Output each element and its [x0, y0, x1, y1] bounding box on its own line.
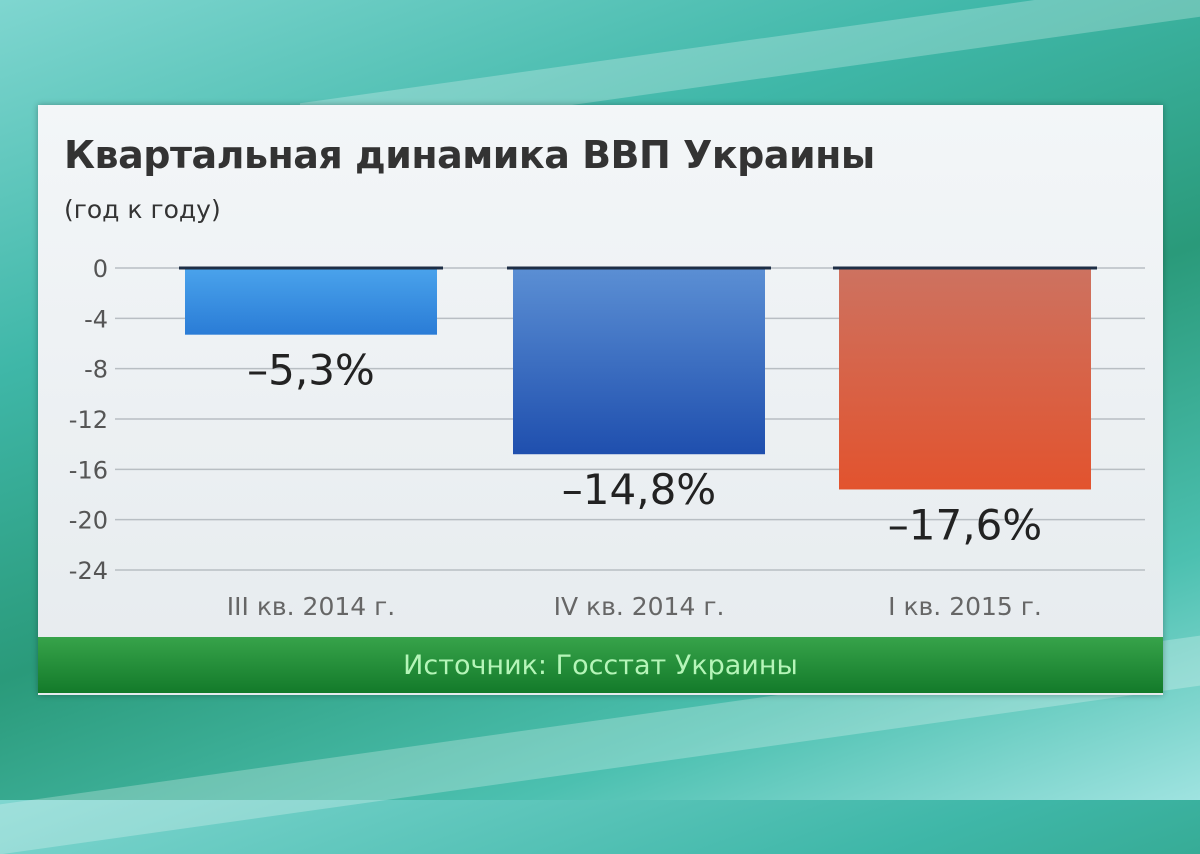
source-footer: Источник: Госстат Украины [38, 637, 1163, 693]
x-tick-label: III кв. 2014 г. [227, 592, 395, 621]
chart-title: Квартальная динамика ВВП Украины [64, 133, 875, 177]
y-tick-label: -20 [69, 507, 108, 535]
bar [839, 268, 1091, 490]
bar [513, 268, 765, 455]
y-tick-label: -16 [69, 456, 108, 484]
bar [185, 268, 437, 335]
bar-chart: 0 -4 -8 -12 -16 -20 -24 –5,3% III кв. 2014 г. –14… [69, 255, 1145, 621]
y-tick-label: -4 [84, 305, 108, 333]
y-tick-label: 0 [93, 255, 108, 283]
x-tick-label: I кв. 2015 г. [888, 592, 1042, 621]
data-label: –17,6% [888, 500, 1042, 549]
y-tick-label: -12 [69, 406, 108, 434]
y-tick-label: -24 [69, 557, 108, 585]
data-label: –14,8% [562, 465, 716, 514]
data-label: –5,3% [247, 346, 375, 395]
chart-subtitle: (год к году) [64, 195, 221, 224]
x-tick-label: IV кв. 2014 г. [554, 592, 725, 621]
y-tick-label: -8 [84, 356, 108, 384]
chart-panel: Квартальная динамика ВВП Украины (год к … [38, 105, 1163, 695]
source-text: Источник: Госстат Украины [403, 649, 798, 681]
